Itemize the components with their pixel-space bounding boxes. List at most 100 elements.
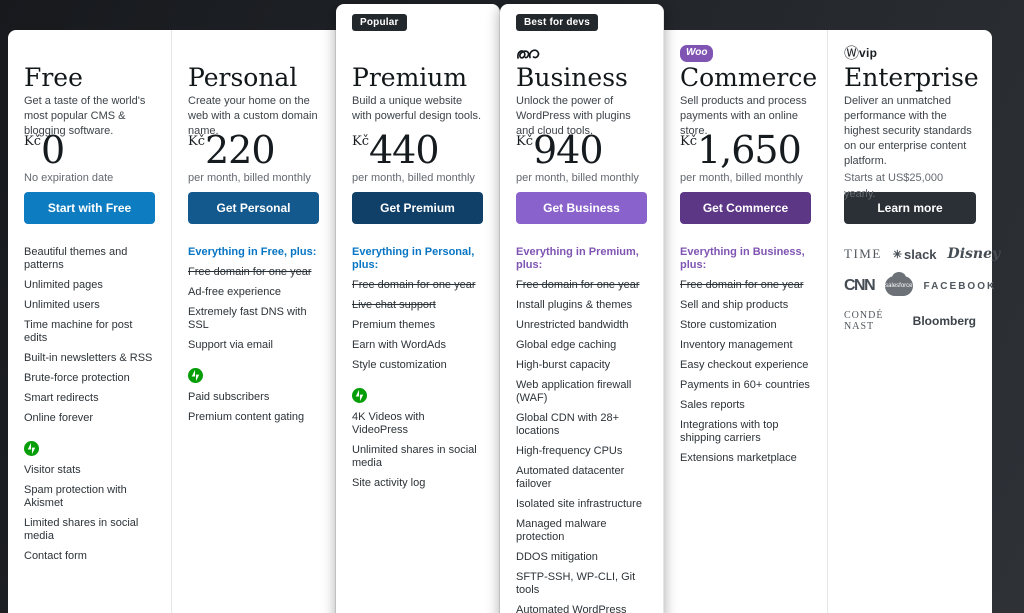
feature-items: Free domain for one year Install plugins …	[516, 279, 647, 613]
logo-slot	[352, 42, 483, 64]
feature-item: Visitor stats	[24, 464, 81, 476]
currency-label: Kč	[352, 134, 369, 149]
price-value: 220	[205, 128, 276, 172]
wpvip-logo: Ⓦ vip	[844, 44, 878, 62]
plan-intro: Everything in Free, plus:	[188, 246, 317, 258]
feature-item: Free domain for one year	[352, 279, 476, 291]
jetpack-section: 4K Videos with VideoPress Unlimited share…	[352, 388, 483, 490]
price-caption: per month, billed monthly	[680, 172, 803, 184]
feature-item: High-frequency CPUs	[516, 445, 623, 457]
feature-item: Store customization	[680, 319, 777, 331]
plan-title: Business	[516, 63, 628, 92]
price-caption: per month, billed monthly	[352, 172, 475, 184]
jetpack-section: Paid subscribers Premium content gating	[188, 368, 319, 424]
logo-slot	[188, 42, 319, 64]
plan-description: Get a taste of the world's most popular …	[24, 95, 146, 137]
slack-logo: ✳ slack	[892, 246, 937, 262]
feature-item: Easy checkout experience	[680, 359, 809, 371]
learn-more-button[interactable]: Learn more	[844, 192, 976, 224]
plan-description: Create your home on the web with a custo…	[188, 95, 318, 137]
feature-item: SFTP-SSH, WP-CLI, Git tools	[516, 571, 636, 596]
feature-item: Contact form	[24, 550, 87, 562]
price-value: 0	[41, 128, 65, 172]
feature-item: Ad-free experience	[188, 286, 281, 298]
feature-item: Earn with WordAds	[352, 339, 446, 351]
plan-title: Free	[24, 63, 83, 92]
popular-badge: Popular	[352, 14, 407, 31]
feature-item: Free domain for one year	[516, 279, 640, 291]
plan-description: Unlock the power of WordPress with plugi…	[516, 95, 631, 137]
feature-item: Online forever	[24, 412, 94, 424]
plan-intro: Everything in Personal, plus:	[352, 246, 475, 271]
feature-item: Unlimited users	[24, 299, 100, 311]
feature-item: Built-in newsletters & RSS	[24, 352, 153, 364]
feature-item: Inventory management	[680, 339, 793, 351]
wordpress-circle-icon: Ⓦ	[844, 44, 860, 62]
wordpress-monogram-icon	[517, 48, 540, 59]
get-business-button[interactable]: Get Business	[516, 192, 647, 224]
plan-title: Commerce	[680, 63, 818, 92]
logo-slot	[516, 42, 647, 64]
feature-item: Style customization	[352, 359, 447, 371]
get-premium-button[interactable]: Get Premium	[352, 192, 483, 224]
plan-card-premium: Popular Premium Build a unique website w…	[336, 4, 500, 613]
price-caption: per month, billed monthly	[188, 172, 311, 184]
feature-item: 4K Videos with VideoPress	[352, 411, 425, 436]
feature-items: Free domain for one year Ad-free experien…	[188, 266, 319, 352]
price: Kč 440	[352, 130, 483, 170]
bloomberg-logo: Bloomberg	[912, 314, 976, 328]
feature-item: Smart redirects	[24, 392, 99, 404]
feature-item: High-burst capacity	[516, 359, 611, 371]
currency-label: Kč	[516, 134, 533, 149]
jetpack-icon	[188, 368, 203, 383]
price: Kč 940	[516, 130, 647, 170]
best-for-devs-badge: Best for devs	[516, 14, 598, 31]
plan-card-free: Free Get a taste of the world's most pop…	[8, 30, 172, 613]
feature-items: Free domain for one year Live chat suppor…	[352, 279, 483, 372]
price: Kč 1,650	[680, 130, 811, 170]
currency-label: Kč	[24, 134, 41, 149]
get-personal-button[interactable]: Get Personal	[188, 192, 319, 224]
jetpack-feature-list: Paid subscribers Premium content gating	[188, 391, 319, 424]
plan-card-commerce: Woo Commerce Sell products and process p…	[664, 30, 828, 613]
facebook-logo: FACEBOOK	[923, 280, 997, 292]
price-value: 1,650	[697, 128, 802, 172]
jetpack-section: Visitor stats Spam protection with Akisme…	[24, 441, 155, 563]
feature-list: Everything in Business, plus: Free domai…	[680, 246, 811, 465]
feature-item: DDOS mitigation	[516, 551, 598, 563]
feature-item: Web application firewall (WAF)	[516, 379, 632, 404]
feature-item: Global CDN with 28+ locations	[516, 412, 620, 437]
plan-intro: Everything in Premium, plus:	[516, 246, 639, 271]
plan-intro: Everything in Business, plus:	[680, 246, 805, 271]
pricing-panel: Free Get a taste of the world's most pop…	[8, 4, 1000, 613]
currency-label: Kč	[680, 134, 697, 149]
logo-slot: Ⓦ vip	[844, 42, 976, 64]
price-value: 440	[369, 128, 440, 172]
cnn-logo: CNN	[844, 277, 876, 294]
price-caption: No expiration date	[24, 172, 114, 184]
feature-items: Free domain for one year Sell and ship pr…	[680, 279, 811, 465]
slack-icon: ✳	[892, 248, 902, 261]
price-caption: per month, billed monthly	[516, 172, 639, 184]
feature-list: Everything in Personal, plus: Free domai…	[352, 246, 483, 372]
feature-item: Limited shares in social media	[24, 517, 139, 542]
feature-item: Live chat support	[352, 299, 436, 311]
plan-card-enterprise: Ⓦ vip Enterprise Deliver an unmatched pe…	[828, 30, 1000, 613]
feature-item: Global edge caching	[516, 339, 617, 351]
feature-item: Automated datacenter failover	[516, 465, 625, 490]
feature-item: Beautiful themes and patterns	[24, 246, 128, 271]
plan-card-business: Best for devs Business Unlock the power …	[500, 4, 664, 613]
feature-item: Spam protection with Akismet	[24, 484, 127, 509]
plan-description: Sell products and process payments with …	[680, 95, 807, 137]
price: Kč 220	[188, 130, 319, 170]
price-caption: Starts at US$25,000 yearly.	[844, 172, 944, 200]
feature-item: Sales reports	[680, 399, 745, 411]
feature-item: Isolated site infrastructure	[516, 498, 642, 510]
feature-list: Beautiful themes and patterns Unlimited p…	[24, 246, 155, 425]
plan-title: Enterprise	[844, 63, 979, 92]
currency-label: Kč	[188, 134, 205, 149]
get-commerce-button[interactable]: Get Commerce	[680, 192, 811, 224]
start-with-free-button[interactable]: Start with Free	[24, 192, 155, 224]
feature-item: Managed malware protection	[516, 518, 607, 543]
feature-item: Sell and ship products	[680, 299, 789, 311]
